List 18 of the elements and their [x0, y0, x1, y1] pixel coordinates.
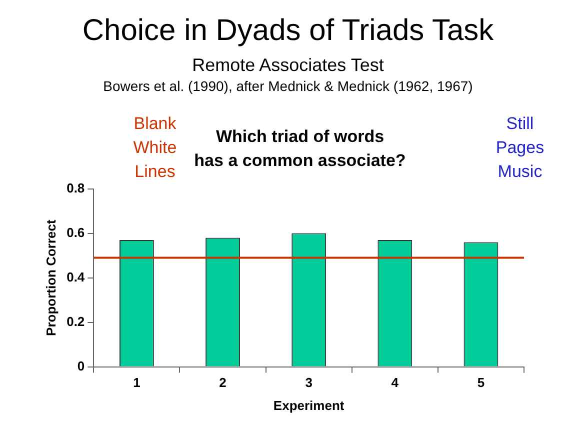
chart-subtitle: Remote Associates Test [191, 55, 385, 76]
y-tick-label: 0.8 [66, 180, 85, 196]
x-tick-label: 4 [391, 375, 400, 390]
x-tick-label: 3 [305, 375, 312, 390]
text: Still Pages Music [494, 113, 546, 183]
x-tick-label: 1 [133, 375, 140, 390]
y-tick-label: 0.6 [66, 224, 85, 240]
x-tick-label: 2 [219, 375, 226, 390]
y-tick-label: 0.4 [66, 269, 86, 284]
text: Which triad of words has a common associate? [193, 126, 407, 172]
y-tick-label: 0.2 [66, 314, 85, 329]
y-axis-title: Proportion Correct [43, 218, 58, 336]
text: Blank White Lines [133, 114, 177, 181]
chart-title: Choice in Dyads of Triads Task [81, 14, 495, 48]
text: Bowers et al. (1990), after Mednick & Mednick (1962, 1967) [102, 78, 474, 94]
y-tick-label: 0 [77, 358, 85, 374]
x-tick-label: 5 [477, 375, 485, 390]
x-axis-title: Experiment [273, 398, 345, 413]
